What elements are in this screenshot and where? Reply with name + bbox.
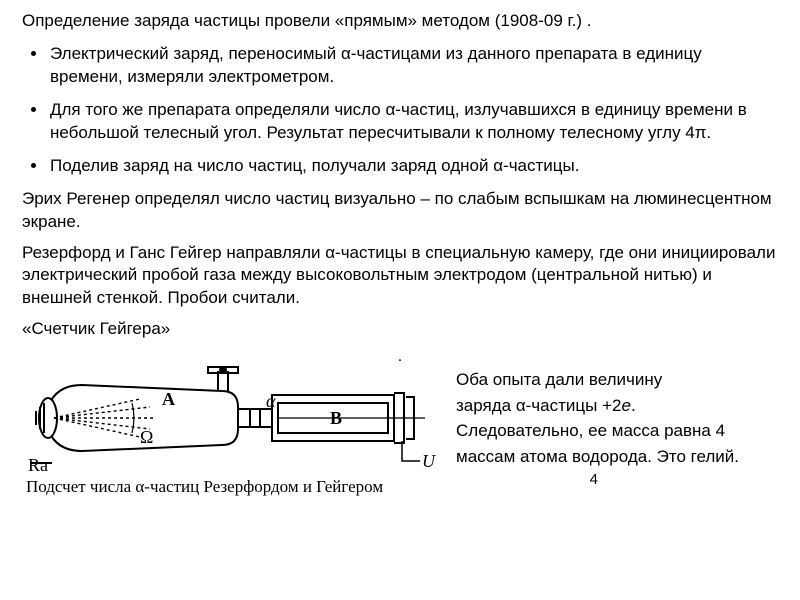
geiger-counter-figure: Ra A Ω α B U	[22, 363, 437, 473]
result-line-2a: заряда α-частицы +2	[456, 396, 621, 415]
result-line-1: Оба опыта дали величину	[456, 370, 662, 389]
result-line-2b: .	[631, 396, 636, 415]
bullet-item: Поделив заряд на число частиц, получали …	[48, 155, 778, 178]
label-ra: Ra	[28, 455, 48, 473]
label-omega: Ω	[140, 427, 153, 447]
title: Определение заряда частицы провели «прям…	[22, 10, 778, 33]
lower-row: Ra A Ω α B U Подсчет числа α-частиц Резе…	[22, 363, 778, 497]
figure-column: Ra A Ω α B U Подсчет числа α-частиц Резе…	[22, 363, 442, 497]
bullet-item: Электрический заряд, переносимый α-части…	[48, 43, 778, 89]
page-number: 4	[456, 471, 778, 488]
label-b: B	[330, 408, 342, 428]
bullet-item: Для того же препарата определяли число α…	[48, 99, 778, 145]
dot-separator: .	[22, 349, 778, 359]
paragraph-rutherford: Резерфорд и Ганс Гейгер направляли α-час…	[22, 242, 778, 311]
result-column: Оба опыта дали величину заряда α-частицы…	[456, 363, 778, 488]
result-line-2-e: e	[621, 396, 630, 415]
bullet-list: Электрический заряд, переносимый α-части…	[22, 43, 778, 178]
figure-caption: Подсчет числа α-частиц Резерфордом и Гей…	[22, 477, 442, 497]
label-alpha: α	[266, 391, 276, 411]
label-u: U	[422, 451, 436, 471]
paragraph-geiger-counter: «Счетчик Гейгера»	[22, 318, 778, 341]
slide-page: Определение заряда частицы провели «прям…	[0, 0, 800, 507]
paragraph-regener: Эрих Регенер определял число частиц визу…	[22, 188, 778, 234]
label-a: A	[162, 389, 175, 409]
result-line-3: Следовательно, ее масса равна 4 массам а…	[456, 421, 739, 466]
result-text: Оба опыта дали величину заряда α-частицы…	[456, 367, 778, 469]
